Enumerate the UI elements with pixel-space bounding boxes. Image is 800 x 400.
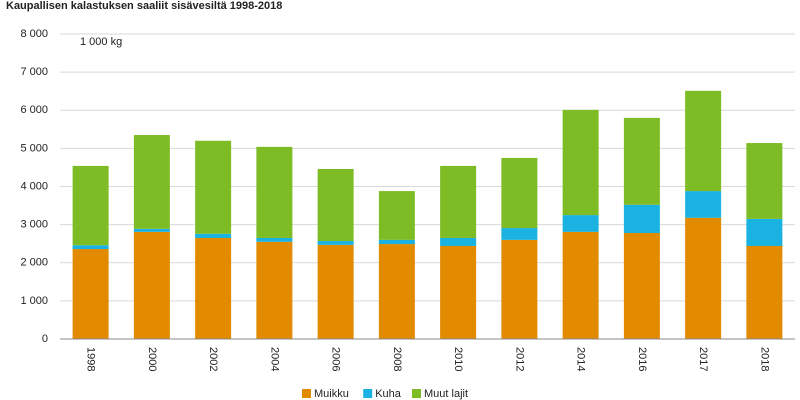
bar-segment (195, 140, 232, 234)
bar-segment (501, 239, 538, 339)
bar-segment (256, 237, 293, 242)
chart-title: Kaupallisen kalastuksen saaliit sisävesi… (6, 0, 282, 12)
bar-segment (501, 228, 538, 240)
x-tick-label: 2008 (391, 347, 403, 371)
y-tick-label: 2 000 (20, 257, 48, 269)
bar-segment (378, 244, 415, 339)
bar-segment (317, 168, 354, 242)
bar-segment (72, 249, 109, 339)
bar-segment (746, 245, 783, 339)
bar-segment (623, 204, 660, 234)
bar-segment (623, 117, 660, 205)
legend-label: Kuha (375, 388, 402, 400)
x-tick-label: 2006 (330, 347, 342, 371)
bar-segment (746, 218, 783, 246)
legend-label: Muut lajit (424, 388, 468, 400)
bar-segment (440, 237, 477, 246)
bar-segment (317, 244, 354, 339)
x-tick-label: 2016 (636, 347, 648, 371)
x-tick-label: 2018 (758, 347, 770, 371)
bar-segment (685, 90, 722, 192)
x-tick-label: 2017 (697, 347, 709, 371)
y-tick-label: 0 (42, 333, 48, 345)
bar-segment (562, 215, 599, 232)
bar-segment (195, 233, 232, 238)
bar-segment (72, 165, 109, 246)
bar-segment (72, 245, 109, 250)
legend-swatch (302, 389, 311, 398)
bar-segment (685, 191, 722, 218)
x-tick-label: 2000 (146, 347, 158, 371)
bar-segment (317, 241, 354, 245)
bar-segment (623, 233, 660, 339)
legend-label: Muikku (314, 388, 349, 400)
y-tick-label: 4 000 (20, 180, 48, 192)
x-tick-label: 2004 (268, 347, 280, 371)
y-tick-label: 7 000 (20, 66, 48, 78)
bar-segment (378, 239, 415, 245)
x-tick-label: 2014 (575, 347, 587, 371)
unit-label: 1 000 kg (80, 36, 122, 48)
y-tick-label: 1 000 (20, 295, 48, 307)
y-tick-label: 8 000 (20, 28, 48, 40)
bar-segment (746, 143, 783, 219)
bar-segment (562, 109, 599, 216)
bar-segment (378, 191, 415, 240)
x-tick-label: 2002 (207, 347, 219, 371)
bar-segment (133, 228, 170, 232)
bar-segment (501, 157, 538, 229)
x-tick-label: 1998 (85, 347, 97, 371)
bar-segment (440, 245, 477, 339)
bar-segment (562, 231, 599, 339)
x-tick-label: 2010 (452, 347, 464, 371)
y-tick-label: 5 000 (20, 142, 48, 154)
x-tick-label: 2012 (513, 347, 525, 371)
bar-segment (256, 146, 293, 238)
y-tick-label: 6 000 (20, 104, 48, 116)
bar-segment (440, 165, 477, 238)
y-tick-label: 3 000 (20, 219, 48, 231)
legend-swatch (412, 389, 421, 398)
bar-segment (133, 135, 170, 229)
bar-segment (256, 241, 293, 339)
bar-segment (685, 217, 722, 339)
bar-segment (195, 237, 232, 339)
bar-segment (133, 231, 170, 339)
legend-swatch (363, 389, 373, 398)
